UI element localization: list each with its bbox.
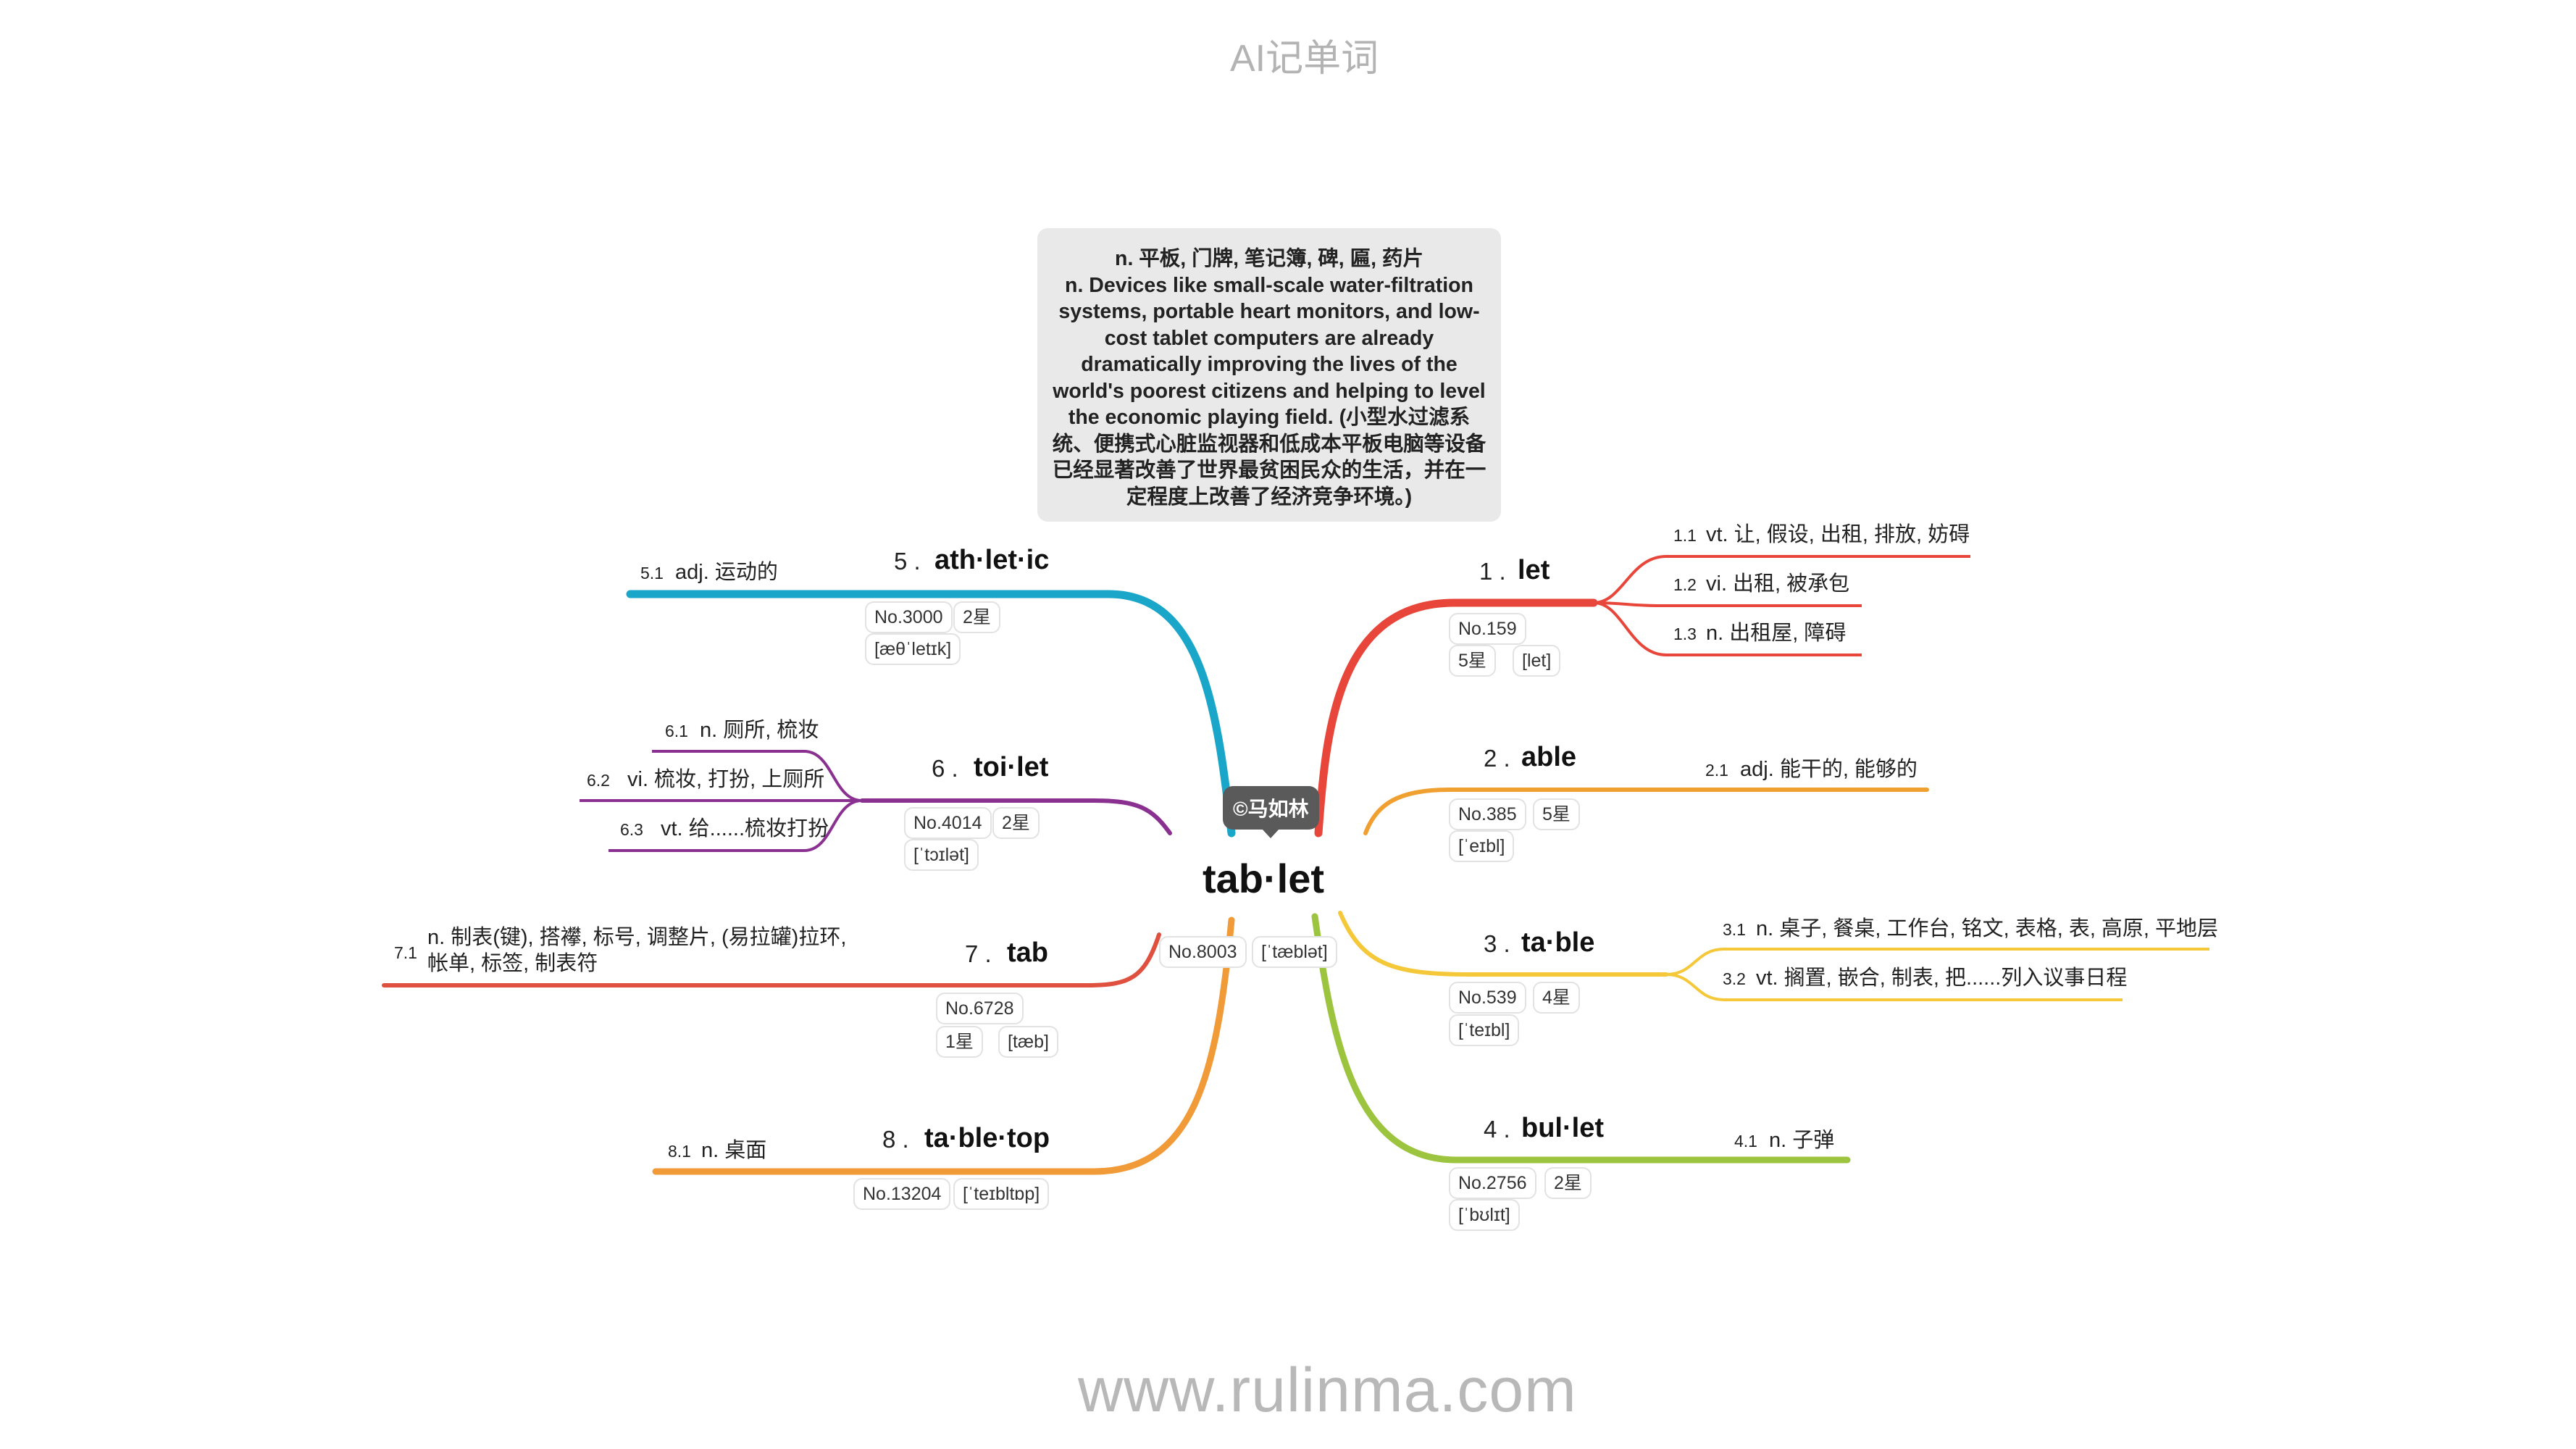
sense-6-3-text: vt. 给......梳妆打扮 — [661, 817, 829, 840]
sense-5-1-number: 5.1 — [640, 564, 664, 582]
branch-4-tag-stars: 2星 — [1544, 1167, 1592, 1199]
author-label: ©马如林 — [1233, 798, 1309, 820]
sense-6-1-line — [652, 750, 863, 802]
definition-box: n. 平板, 门牌, 笔记簿, 碑, 匾, 药片 n. Devices like… — [1037, 228, 1501, 522]
sense-8-1-number: 8.1 — [668, 1142, 691, 1161]
branch-1-tag-no: No.159 — [1449, 613, 1526, 645]
sense-6-3-number: 6.3 — [620, 820, 643, 839]
branch-8-number: 8 . — [882, 1126, 909, 1153]
branch-1-curve — [1314, 598, 1598, 838]
sense-3-2-line — [1665, 973, 2123, 1001]
sense-1-2-line — [1593, 601, 1862, 607]
branch-6-word: toi·let — [974, 752, 1049, 782]
sense-6-1-number: 6.1 — [665, 722, 688, 740]
sense-4-1-text: n. 子弹 — [1769, 1129, 1835, 1152]
author-badge-pointer — [1262, 829, 1280, 838]
branch-2-tag-phonetic: [ˈeɪbl] — [1449, 830, 1515, 862]
branch-4-tag-phonetic: [ˈbʊlɪt] — [1449, 1199, 1520, 1231]
branch-5-tag-stars: 2星 — [953, 601, 1000, 633]
branch-8-word: ta·ble·top — [924, 1123, 1050, 1153]
center-tag-no: No.8003 — [1159, 936, 1247, 968]
branch-5-number: 5 . — [894, 548, 921, 575]
sense-1-3-line — [1593, 601, 1862, 656]
branch-5-word: ath·let·ic — [934, 545, 1050, 575]
sense-1-3-number: 1.3 — [1673, 625, 1697, 643]
branch-3-word: ta·ble — [1521, 927, 1595, 958]
branch-6-tag-no: No.4014 — [904, 807, 992, 839]
sense-6-1-text: n. 厕所, 梳妆 — [700, 719, 819, 742]
branch-1-word: let — [1518, 555, 1550, 585]
branch-4-word: bul·let — [1521, 1113, 1604, 1143]
sense-1-2-number: 1.2 — [1673, 575, 1697, 594]
sense-1-3-text: n. 出租屋, 障碍 — [1706, 622, 1847, 645]
sense-6-2-text: vi. 梳妆, 打扮, 上厕所 — [627, 768, 825, 791]
branch-4-curve — [1311, 913, 1851, 1164]
sense-1-1-number: 1.1 — [1673, 526, 1697, 545]
center-word: tab·let — [1203, 856, 1324, 901]
branch-1-tag-phonetic: [let] — [1513, 645, 1561, 677]
branch-7-tag-stars: 1星 — [936, 1026, 983, 1058]
branch-1-tag-stars: 5星 — [1449, 645, 1496, 677]
branch-2-curve — [1363, 788, 1929, 835]
sense-5-1-text: adj. 运动的 — [675, 561, 778, 584]
author-badge: ©马如林 — [1223, 786, 1319, 838]
branch-7-curve — [382, 932, 1161, 987]
sense-3-1-number: 3.1 — [1723, 920, 1746, 939]
footer-url: www.rulinma.com — [1078, 1356, 1577, 1425]
branch-5-tag-phonetic: [æθˈletɪk] — [865, 633, 961, 665]
sense-6-3-line — [609, 799, 863, 852]
sense-7-1-number: 7.1 — [394, 943, 417, 962]
definition-example: n. Devices like small-scale water-filtra… — [1052, 273, 1486, 509]
branch-2-tag-no: No.385 — [1449, 798, 1526, 830]
branch-6-number: 6 . — [932, 755, 958, 782]
sense-1-1-line — [1593, 555, 1970, 604]
sense-6-2-number: 6.2 — [587, 771, 610, 790]
sense-3-2-number: 3.2 — [1723, 969, 1746, 988]
sense-3-2-text: vt. 搁置, 嵌合, 制表, 把......列入议事日程 — [1756, 966, 2128, 990]
branch-7-word: tab — [1007, 938, 1048, 968]
definition-line-1: n. 平板, 门牌, 笔记簿, 碑, 匾, 药片 — [1115, 247, 1423, 270]
branch-5-tag-no: No.3000 — [865, 601, 953, 633]
branch-2-tag-stars: 5星 — [1533, 798, 1580, 830]
branch-2-number: 2 . — [1484, 745, 1510, 772]
branch-4-number: 4 . — [1484, 1116, 1510, 1143]
sense-8-1-text: n. 桌面 — [701, 1139, 767, 1162]
branch-7-tag-phonetic: [tæb] — [998, 1026, 1058, 1058]
branch-8-curve — [652, 916, 1235, 1175]
branch-8-tag-no: No.13204 — [853, 1178, 951, 1210]
sense-7-1-text: n. 制表(键), 搭襻, 标号, 调整片, (易拉罐)拉环, 帐单, 标签, … — [427, 926, 847, 975]
branch-1-number: 1 . — [1479, 558, 1506, 585]
sense-3-1-text: n. 桌子, 餐桌, 工作台, 铭文, 表格, 表, 高原, 平地层 — [1756, 917, 2219, 940]
branch-3-curve — [1338, 911, 1668, 977]
sense-1-1-text: vt. 让, 假设, 出租, 排放, 妨碍 — [1706, 523, 1970, 546]
branch-7-tag-no: No.6728 — [936, 993, 1024, 1024]
sense-2-1-number: 2.1 — [1705, 761, 1728, 780]
app-title: AI记单词 — [1230, 38, 1379, 80]
sense-3-1-line — [1665, 948, 2209, 976]
sense-4-1-number: 4.1 — [1734, 1132, 1757, 1151]
branch-2-word: able — [1521, 742, 1577, 772]
branch-5-curve — [626, 590, 1236, 838]
branch-3-tag-stars: 4星 — [1533, 982, 1580, 1014]
branch-6-tag-stars: 2星 — [992, 807, 1040, 839]
branch-8-tag-phonetic: [ˈteɪbltɒp] — [953, 1178, 1050, 1210]
branch-6-curve — [860, 798, 1172, 835]
center-tag-phonetic: [ˈtæblət] — [1252, 936, 1337, 968]
branch-3-tag-no: No.539 — [1449, 982, 1526, 1014]
sense-1-2-text: vi. 出租, 被承包 — [1706, 572, 1850, 596]
branch-3-number: 3 . — [1484, 930, 1510, 957]
branch-7-number: 7 . — [965, 940, 992, 967]
sense-2-1-text: adj. 能干的, 能够的 — [1740, 758, 1918, 781]
branch-4-tag-no: No.2756 — [1449, 1167, 1536, 1199]
branch-6-tag-phonetic: [ˈtɔɪlət] — [904, 839, 979, 871]
branch-3-tag-phonetic: [ˈteɪbl] — [1449, 1014, 1520, 1046]
